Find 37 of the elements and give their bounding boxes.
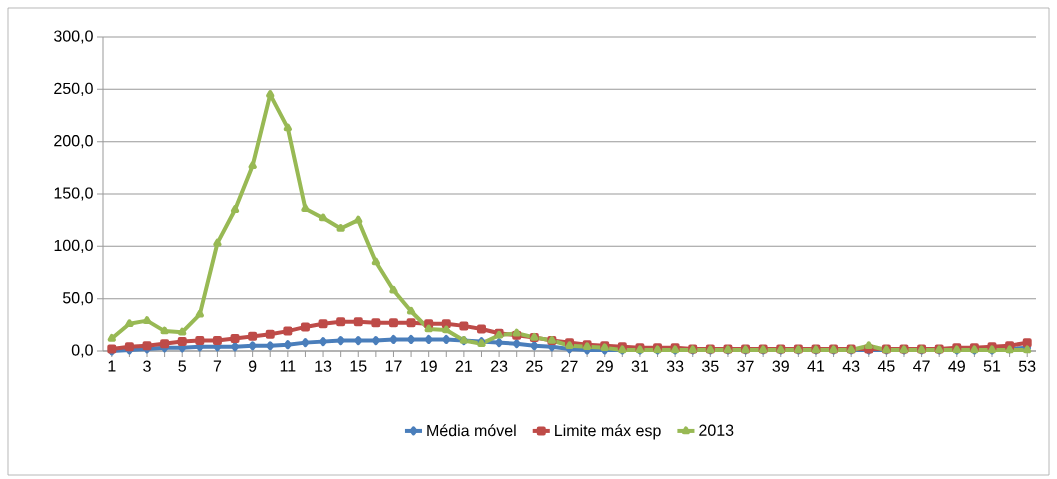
y-tick-label: 0,0 <box>71 344 93 358</box>
x-tick-label: 33 <box>666 360 684 372</box>
x-tick-label: 15 <box>350 360 367 372</box>
x-tick-label: 51 <box>983 360 1001 372</box>
y-tick-label: 100,0 <box>54 239 93 253</box>
x-tick-label: 53 <box>1018 360 1036 372</box>
x-tick-label: 19 <box>421 360 437 372</box>
x-tick-label: 23 <box>490 360 508 372</box>
y-tick-label: 200,0 <box>54 135 93 149</box>
x-tick-label: 7 <box>213 360 222 372</box>
y-tick-label: 50,0 <box>62 292 93 306</box>
x-tick-label: 43 <box>842 360 860 372</box>
x-tick-label: 39 <box>772 360 789 372</box>
x-tick-label: 47 <box>913 360 930 372</box>
x-tick-label: 25 <box>526 360 543 372</box>
x-tick-label: 35 <box>702 360 719 372</box>
x-tick-label: 29 <box>596 360 613 372</box>
x-tick-label: 1 <box>108 360 116 372</box>
x-tick-label: 21 <box>455 360 472 372</box>
legend-label: 2013 <box>699 424 734 436</box>
x-tick-label: 11 <box>280 360 296 372</box>
x-tick-label: 45 <box>877 360 895 372</box>
x-tick-label: 9 <box>248 360 257 372</box>
y-tick-label: 150,0 <box>54 187 93 201</box>
x-tick-label: 3 <box>143 360 151 372</box>
x-tick-label: 37 <box>737 360 754 372</box>
x-tick-label: 49 <box>948 360 965 372</box>
legend-label: Limite máx esp <box>555 424 661 440</box>
x-tick-label: 41 <box>807 360 825 372</box>
y-tick-label: 250,0 <box>54 82 93 96</box>
x-tick-label: 31 <box>631 360 649 372</box>
x-tick-label: 13 <box>315 360 332 372</box>
x-tick-label: 17 <box>385 360 402 372</box>
x-tick-label: 27 <box>561 360 578 372</box>
legend-label: Média móvel <box>427 424 516 437</box>
y-tick-label: 300,0 <box>54 30 93 44</box>
x-tick-label: 5 <box>178 360 186 372</box>
